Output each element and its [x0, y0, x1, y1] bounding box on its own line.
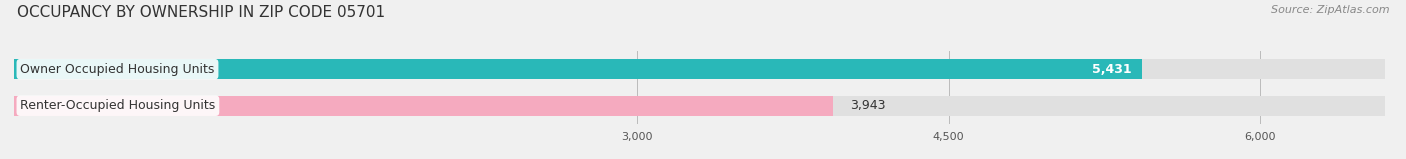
Text: Source: ZipAtlas.com: Source: ZipAtlas.com — [1271, 5, 1389, 15]
Bar — [14, 59, 1385, 79]
Text: Renter-Occupied Housing Units: Renter-Occupied Housing Units — [20, 99, 215, 112]
Text: OCCUPANCY BY OWNERSHIP IN ZIP CODE 05701: OCCUPANCY BY OWNERSHIP IN ZIP CODE 05701 — [17, 5, 385, 20]
Bar — [14, 59, 1142, 79]
Bar — [14, 96, 832, 116]
Text: Owner Occupied Housing Units: Owner Occupied Housing Units — [20, 63, 215, 76]
Text: 5,431: 5,431 — [1092, 63, 1132, 76]
Text: 3,943: 3,943 — [849, 99, 886, 112]
Bar — [14, 96, 1385, 116]
